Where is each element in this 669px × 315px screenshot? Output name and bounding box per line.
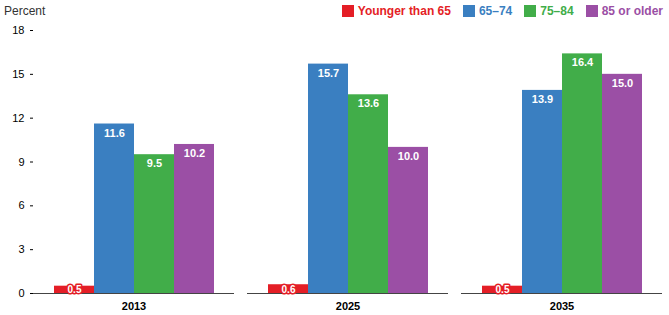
svg-text:9.5: 9.5 [147, 157, 162, 169]
html-text:Percent: Percent [4, 4, 46, 18]
svg-text:10.2: 10.2 [184, 147, 205, 159]
svg-text:3: 3 [18, 243, 24, 255]
svg-text:11.6: 11.6 [104, 127, 125, 139]
html-text:85 or older: 85 or older [601, 4, 663, 18]
svg-text:16.4: 16.4 [572, 56, 594, 68]
html-text:75–84: 75–84 [540, 4, 574, 18]
svg-text:0: 0 [18, 287, 24, 299]
svg-text:18: 18 [12, 24, 24, 36]
svg-text:9: 9 [18, 156, 24, 168]
svg-text:15: 15 [12, 68, 24, 80]
svg-text:0.6: 0.6 [282, 284, 296, 295]
svg-text:10.0: 10.0 [398, 150, 419, 162]
svg-text:6: 6 [18, 199, 24, 211]
html-text:Younger than 65: Younger than 65 [357, 4, 451, 18]
svg-text:15.0: 15.0 [612, 77, 633, 89]
html-text:65–74: 65–74 [478, 4, 513, 18]
svg-text:13.9: 13.9 [532, 93, 553, 105]
svg-text:0.5: 0.5 [68, 284, 82, 295]
svg-text:2025: 2025 [336, 300, 360, 312]
svg-text:12: 12 [12, 112, 24, 124]
svg-text:2013: 2013 [122, 300, 146, 312]
svg-text:2035: 2035 [550, 300, 574, 312]
svg-text:15.7: 15.7 [318, 67, 339, 79]
svg-text:13.6: 13.6 [358, 97, 379, 109]
svg-text:0.5: 0.5 [496, 284, 510, 295]
